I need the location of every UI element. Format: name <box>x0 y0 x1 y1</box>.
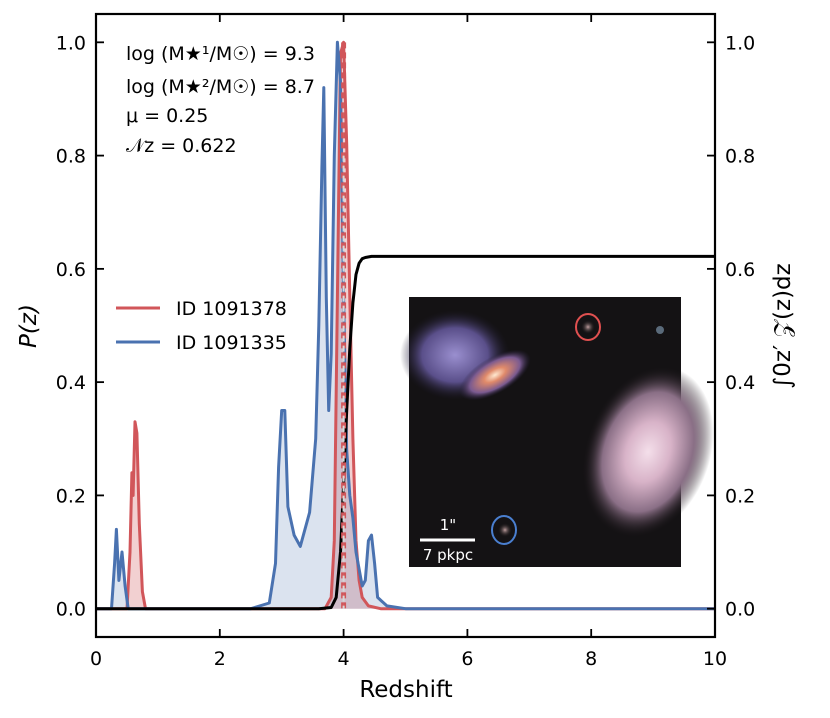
annotation-mass-2: log (M★²/M☉) = 8.7 <box>126 76 315 98</box>
inset-faint-dot <box>656 326 664 334</box>
y2-tick-label: 1.0 <box>725 32 755 54</box>
plot-frame <box>94 12 717 639</box>
y2-tick-label: 0.0 <box>725 599 755 621</box>
y-tick-label: 0.0 <box>56 599 86 621</box>
y-axis-title: P(z) <box>16 304 42 348</box>
inset-marker-red <box>575 313 601 341</box>
annotation-mass-1: log (M★¹/M☉) = 9.3 <box>126 43 315 65</box>
x-tick-label: 10 <box>703 648 727 670</box>
inset-galaxy-large <box>582 366 714 538</box>
y-tick-label: 0.6 <box>56 259 86 281</box>
y2-tick-label: 0.8 <box>725 146 755 168</box>
inset-marker-blue <box>491 515 517 545</box>
x-tick-label: 6 <box>461 648 473 670</box>
annotation-mu: μ = 0.25 <box>126 105 208 127</box>
y2-tick-label: 0.6 <box>725 259 755 281</box>
cumulative-line <box>96 254 715 611</box>
y2-tick-label: 0.4 <box>725 372 755 394</box>
x-tick-label: 4 <box>338 648 350 670</box>
y-tick-label: 0.4 <box>56 372 86 394</box>
x-tick-label: 8 <box>585 648 597 670</box>
x-tick-label: 2 <box>214 648 226 670</box>
inset-source-blue <box>498 523 512 537</box>
redshift-markers <box>341 42 347 609</box>
inset-scale-arcsec: 1" <box>440 516 456 534</box>
legend: ID 1091378 ID 1091335 <box>116 298 287 354</box>
inset-galaxy-small <box>459 349 531 401</box>
axis-tick-labels: 0 2 4 6 8 10 0.0 0.2 0.4 0.6 0.8 1.0 0.0 0.2 0.4 0.6 0.8… <box>56 32 755 670</box>
series-lines <box>96 40 715 611</box>
inset-image: 1" 7 pkpc <box>400 297 714 567</box>
y-tick-label: 0.8 <box>56 146 86 168</box>
axis-ticks <box>95 14 716 637</box>
inset-scale-physical: 7 pkpc <box>423 546 473 564</box>
legend-label-red: ID 1091378 <box>176 298 287 320</box>
inset-source-red <box>581 320 595 334</box>
y2-tick-label: 0.2 <box>725 485 755 507</box>
y2-axis-title: ∫0z′ 𝒵(z)dz <box>770 263 796 388</box>
x-tick-label: 0 <box>90 648 102 670</box>
y-tick-label: 0.2 <box>56 485 86 507</box>
annotation-nz: 𝒩z = 0.622 <box>126 135 237 157</box>
x-axis-title: Redshift <box>359 677 452 703</box>
y-tick-label: 1.0 <box>56 32 86 54</box>
legend-label-blue: ID 1091335 <box>176 332 287 354</box>
